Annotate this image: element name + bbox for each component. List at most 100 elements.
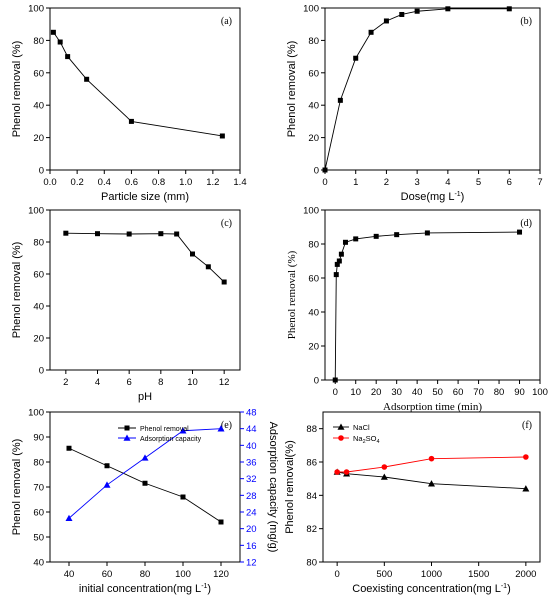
data-point — [353, 236, 359, 242]
y-axis-label: Phenol removal(%) — [284, 440, 296, 534]
plot-frame — [324, 209, 541, 381]
y-axis-label: Phenol removal (%) — [11, 41, 23, 138]
y-tick-label: 60 — [33, 508, 44, 519]
y-tick-label: 100 — [28, 4, 44, 15]
x-tick-label: 0.6 — [125, 177, 138, 188]
legend-label: Phenol removal — [140, 426, 189, 433]
data-point — [368, 29, 374, 35]
plot-frame — [49, 7, 241, 171]
y2-tick-label: 24 — [246, 508, 257, 519]
y2-tick-label: 12 — [246, 558, 257, 569]
data-point — [381, 464, 388, 470]
data-point — [57, 39, 63, 45]
series-line — [65, 232, 225, 283]
chart-panel-d: 0 10 20 30 40 50 60 70 80 90 100 0 20 40 60 80 100 Adsorp… — [286, 206, 548, 414]
data-point — [104, 463, 110, 469]
x-tick-label: 10 — [187, 377, 198, 388]
data-point — [180, 494, 186, 500]
x-axis-label: initial concentration(mg L-1) — [79, 583, 211, 595]
data-point — [428, 480, 435, 487]
data-point — [158, 231, 164, 237]
data-point — [66, 445, 72, 451]
y2-axis-label: Adsorption capacity (mg/g) — [267, 422, 279, 553]
data-point — [190, 251, 195, 257]
panel-label: (c) — [221, 218, 232, 229]
y-tick-label: 0 — [314, 166, 319, 177]
x-tick-label: 1000 — [421, 569, 442, 580]
x-axis-label-sup: -1 — [454, 191, 460, 198]
data-point — [128, 118, 134, 124]
y-tick-label: 86 — [306, 458, 317, 469]
data-point — [63, 230, 69, 236]
x-tick-label: 0 — [333, 387, 338, 398]
legend-marker — [338, 435, 344, 441]
y-tick-label: 40 — [33, 302, 44, 313]
data-point — [414, 8, 420, 14]
y-tick-label: 80 — [33, 36, 44, 47]
x-tick-label: 30 — [391, 387, 402, 398]
y2-tick-label: 48 — [246, 408, 257, 419]
y-tick-label: 90 — [33, 433, 44, 444]
y2-tick-label: 28 — [246, 491, 257, 502]
x-tick-label: 100 — [175, 569, 191, 580]
y-tick-label: 70 — [33, 483, 44, 494]
data-point — [506, 6, 512, 12]
chart-panel-e: 40 60 80 100 120 40 50 60 70 80 90 100 12 16 20 24 28 32 3… — [11, 408, 279, 596]
legend-label: Adsorption capacity — [140, 436, 202, 443]
data-point — [338, 251, 344, 257]
y-tick-label: 100 — [303, 4, 319, 15]
x-tick-label: 0 — [335, 569, 340, 580]
x-axis-label-text: initial concentration(mg L — [79, 583, 201, 595]
y2-tick-label: 20 — [246, 524, 257, 535]
y-tick-label: 80 — [33, 458, 44, 469]
y-tick-label: 60 — [308, 274, 319, 285]
x-tick-label: 1.4 — [233, 177, 246, 188]
series-line — [53, 32, 223, 137]
chart-panel-b: 0 1 2 3 4 5 6 7 0 20 40 60 80 100 Dose(mg L-1) Phenol r… — [286, 4, 543, 204]
data-point — [353, 55, 359, 61]
data-point — [218, 519, 224, 525]
x-tick-label: 6 — [127, 377, 132, 388]
y-tick-label: 84 — [306, 491, 317, 502]
data-point — [523, 454, 529, 460]
x-tick-label: 50 — [432, 387, 443, 398]
data-point — [219, 133, 225, 139]
panel-label: (b) — [520, 16, 532, 27]
x-tick-label: 7 — [537, 177, 542, 188]
data-point — [65, 54, 71, 60]
data-point — [221, 279, 227, 285]
y-tick-label: 60 — [33, 68, 44, 79]
legend-label-part: 2 — [363, 439, 366, 445]
x-tick-label: 3 — [414, 177, 419, 188]
data-point — [332, 377, 338, 383]
data-point — [141, 454, 149, 461]
x-axis-label-end: ) — [507, 583, 511, 595]
y-tick-label: 100 — [303, 206, 319, 217]
y-tick-label: 80 — [308, 36, 319, 47]
x-tick-label: 0.8 — [152, 177, 165, 188]
data-point — [343, 469, 350, 475]
y-tick-label: 60 — [33, 270, 44, 281]
legend-label: NaCl — [353, 423, 370, 432]
x-axis-label-text: Coexisting concentration(mg L — [352, 583, 501, 595]
y-tick-label: 20 — [33, 334, 44, 345]
y-tick-label: 60 — [308, 68, 319, 79]
y2-tick-label: 16 — [246, 541, 257, 552]
x-tick-label: 60 — [453, 387, 464, 398]
x-tick-label: 0.0 — [43, 177, 56, 188]
legend-marker — [123, 434, 131, 441]
x-tick-label: 2 — [384, 177, 389, 188]
x-tick-label: 2 — [63, 377, 68, 388]
data-point — [517, 229, 523, 235]
chart-panel-f: 0 500 1000 1500 2000 80 82 84 86 88 Coexisting con… — [284, 411, 541, 595]
y-axis-label: Phenol removal (%) — [11, 439, 23, 536]
y2-tick-label: 36 — [246, 458, 257, 469]
x-tick-label: 1500 — [468, 569, 489, 580]
data-point — [428, 455, 435, 462]
x-tick-label: 6 — [507, 177, 512, 188]
data-point — [95, 231, 100, 237]
y-tick-label: 20 — [33, 133, 44, 144]
y-tick-label: 80 — [306, 558, 317, 569]
y-tick-label: 0 — [39, 366, 44, 377]
